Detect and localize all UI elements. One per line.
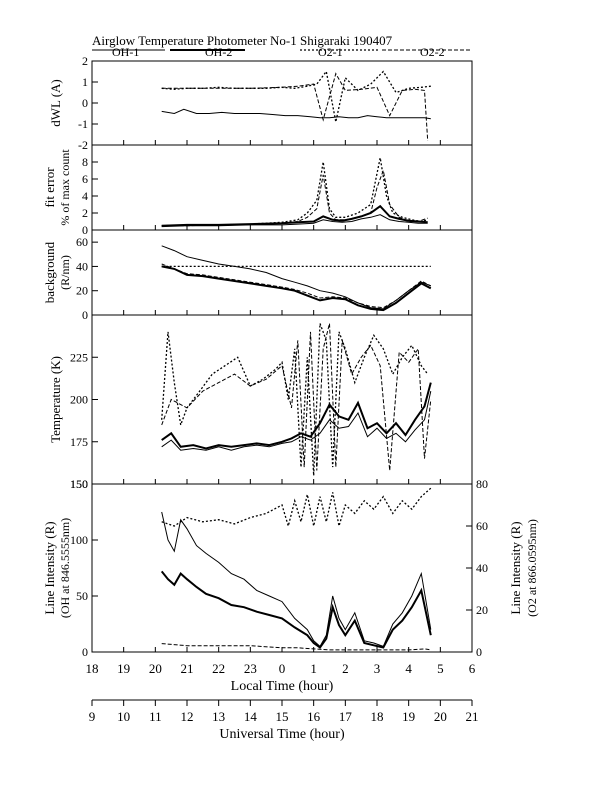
series-oh-2: [161, 265, 432, 312]
local-time-tick-label: 0: [279, 661, 286, 676]
y-axis-label: Line Intensity (R): [42, 521, 57, 614]
ut-tick-label: 16: [307, 709, 321, 724]
local-time-tick-label: 20: [149, 661, 162, 676]
series-o2-2: [161, 263, 432, 309]
series-oh-1: [161, 511, 432, 648]
y-tick-label: 175: [70, 435, 88, 449]
panel-background: 60 40 20 0 background (R/nm): [42, 229, 473, 322]
legend-label-o2-1: O2-1: [318, 45, 343, 59]
series-o2-2: [161, 168, 428, 227]
y-tick-label: 40: [76, 259, 88, 273]
y-tick-label: 150: [70, 477, 88, 491]
series-o2-1: [161, 157, 428, 227]
legend: OH-1 OH-2 O2-1 O2-2: [92, 45, 472, 59]
panel-temperature: 225 200 175 150 Temperature (K): [48, 314, 473, 491]
panel-frame: [91, 229, 473, 316]
panel-dwl: 2 1 0 -1 -2 dWL (A): [48, 54, 473, 152]
y-tick-label: 1: [82, 75, 88, 89]
local-time-tick-label: 19: [117, 661, 130, 676]
y-right-tick-label: 20: [476, 603, 488, 617]
panel-frame: [91, 144, 473, 231]
series-oh-2: [161, 204, 428, 227]
series-o2-2: [161, 323, 432, 471]
series-oh-1: [161, 245, 431, 310]
y-right-axis-label-2: (O2 at 866.0595nm): [525, 519, 539, 617]
ut-tick-label: 13: [212, 709, 225, 724]
ut-tick-label: 14: [244, 709, 258, 724]
panel-frame: [91, 314, 473, 485]
y-tick-label: 6: [82, 172, 88, 186]
local-time-tick-label: 3: [374, 661, 381, 676]
legend-label-oh-2: OH-2: [205, 45, 232, 59]
y-tick-label: 2: [82, 54, 88, 68]
series-oh-2: [160, 570, 432, 649]
y-axis-label: Temperature (K): [48, 356, 63, 443]
y-tick-label: 200: [70, 393, 88, 407]
y-tick-label: 0: [82, 645, 88, 659]
y-axis-label-2: (OH at 846.5555nm): [58, 518, 72, 618]
local-time-tick-label: 18: [86, 661, 99, 676]
y-axis-label-2: (R/nm): [58, 255, 72, 290]
chart-title: Airglow Temperature Photometer No-1 Shig…: [92, 33, 393, 48]
y-right-tick-label: 80: [476, 477, 488, 491]
local-time-axis-label: Local Time (hour): [231, 679, 334, 694]
y-tick-label: 60: [76, 235, 88, 249]
y-tick-label: -2: [78, 138, 88, 152]
ut-tick-label: 15: [276, 709, 289, 724]
local-time-tick-label: 1: [310, 661, 317, 676]
ut-tick-label: 21: [466, 709, 479, 724]
local-time-tick-label: 21: [181, 661, 194, 676]
y-tick-label: 20: [76, 284, 88, 298]
y-tick-label: 4: [82, 189, 88, 203]
panel-frame: [91, 60, 473, 146]
y-tick-label: 0: [82, 308, 88, 322]
y-axis-label: background: [42, 241, 57, 303]
ut-tick-label: 9: [89, 709, 96, 724]
y-axis-label: fit error: [42, 167, 57, 208]
y-axis-label-2: % of max count: [58, 149, 72, 226]
ut-tick-label: 17: [339, 709, 353, 724]
legend-label-oh-1: OH-1: [112, 45, 139, 59]
series-oh-1: [161, 390, 432, 451]
local-time-tick-label: 6: [469, 661, 476, 676]
local-time-tick-label: 4: [405, 661, 412, 676]
panel-fit_error: 8 6 4 2 0 fit error% of max count: [42, 144, 473, 237]
local-time-tick-label: 22: [212, 661, 225, 676]
local-time-tick-label: 5: [437, 661, 444, 676]
series-o2-1: [161, 487, 432, 529]
ut-axis-label: Universal Time (hour): [219, 727, 345, 742]
y-tick-label: 225: [70, 350, 88, 364]
ut-tick-label: 10: [117, 709, 130, 724]
panel-frame: [91, 483, 473, 653]
legend-label-o2-2: O2-2: [420, 45, 445, 59]
y-right-axis-label: Line Intensity (R): [508, 521, 523, 614]
series-oh-1: [161, 108, 431, 120]
local-time-tick-label: 23: [244, 661, 257, 676]
y-tick-label: 0: [82, 223, 88, 237]
ut-tick-label: 19: [402, 709, 415, 724]
local-time-tick-label: 2: [342, 661, 349, 676]
ut-tick-label: 18: [371, 709, 384, 724]
ut-tick-label: 20: [434, 709, 447, 724]
ut-tick-label: 12: [181, 709, 194, 724]
y-tick-label: 0: [82, 96, 88, 110]
series-o2-2: [161, 643, 431, 651]
y-tick-label: -1: [78, 117, 88, 131]
y-axis-label: dWL (A): [48, 79, 63, 127]
y-tick-label: 150: [70, 477, 88, 491]
y-right-tick-label: 40: [476, 561, 488, 575]
y-tick-label: 100: [70, 533, 88, 547]
series-o2-1: [161, 323, 429, 476]
series-o2-2: [161, 72, 429, 141]
ut-tick-label: 11: [149, 709, 162, 724]
y-right-tick-label: 60: [476, 519, 488, 533]
y-tick-label: 50: [76, 589, 88, 603]
y-tick-label: 2: [82, 206, 88, 220]
y-tick-label: 8: [82, 155, 88, 169]
y-right-tick-label: 0: [476, 645, 482, 659]
